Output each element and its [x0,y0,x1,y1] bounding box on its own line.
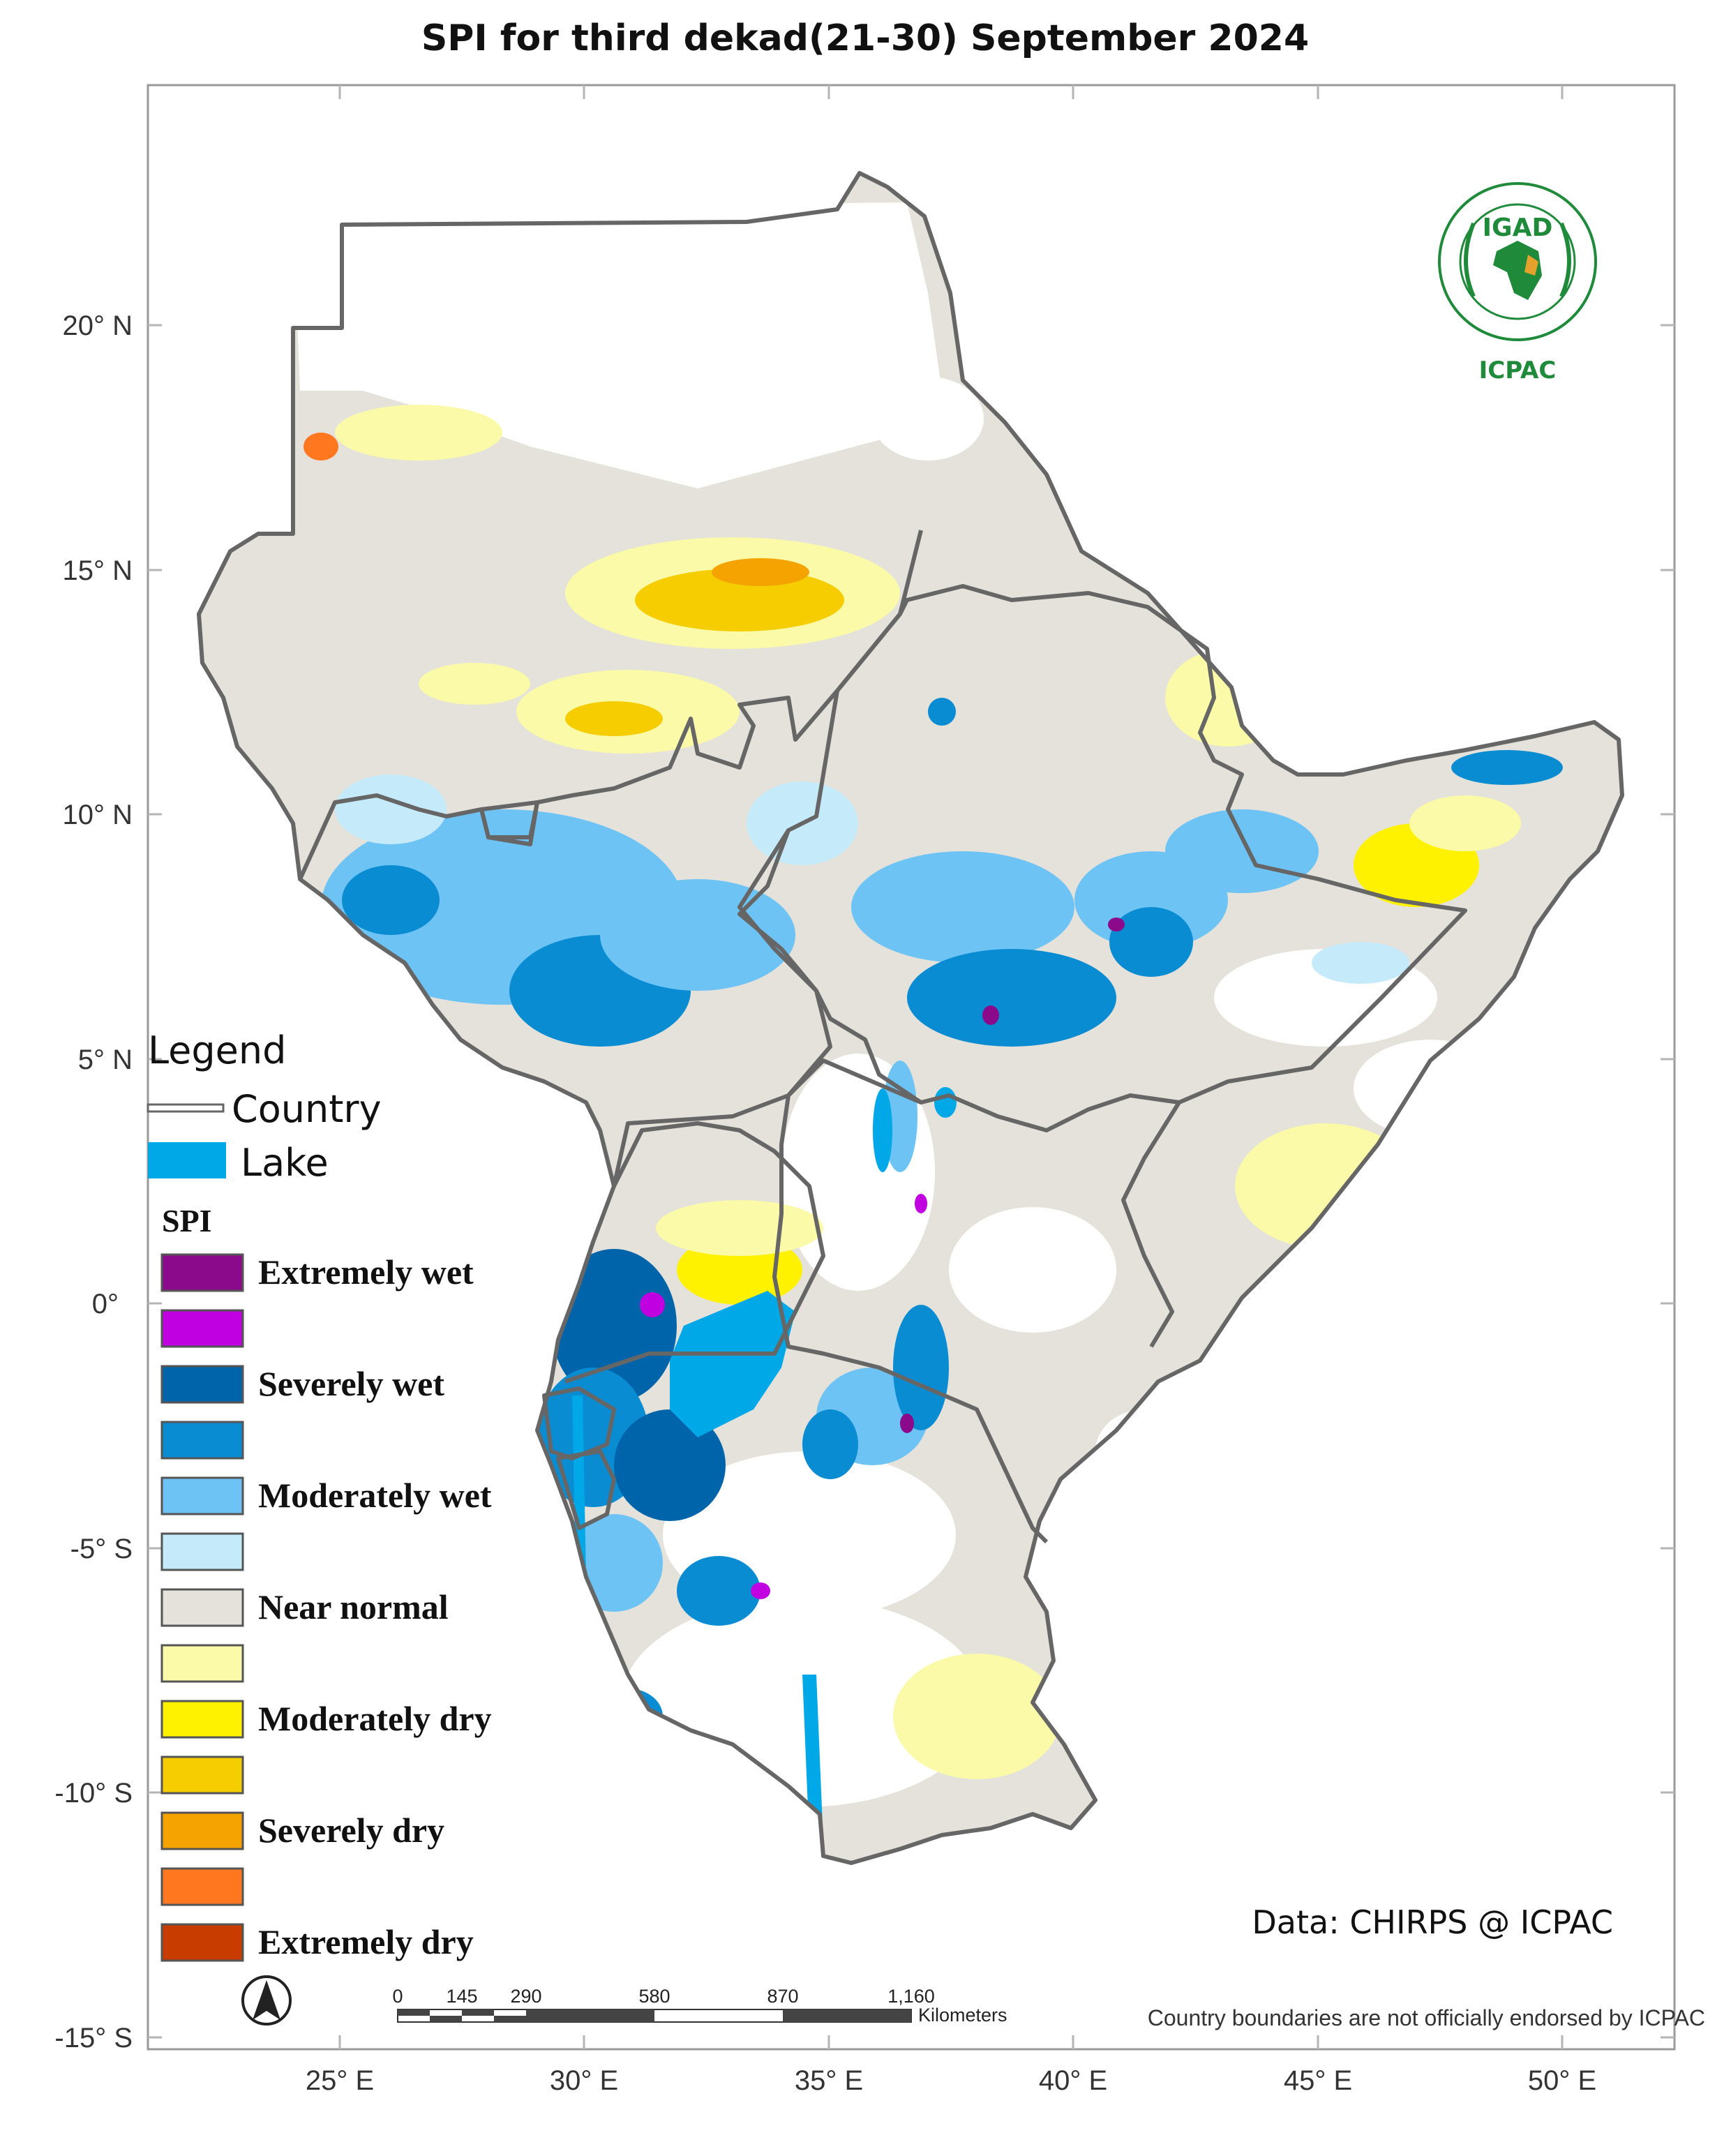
lon-label-35e: 35° E [795,2065,863,2096]
lat-label-5s: -5° S [70,1534,133,1564]
lat-label-10s: -10° S [54,1778,133,1809]
lat-label-15s: -15° S [54,2023,133,2053]
lat-label-0: 0° [92,1289,119,1319]
scale-bar: 0 145 290 580 870 1,160 Kilometers [392,1986,1007,2026]
legend-label-moderately-wet: Moderately wet [258,1476,492,1515]
lon-label-40e: 40° E [1039,2065,1107,2096]
logo-igad-text: IGAD [1483,214,1553,242]
lon-label-30e: 30° E [550,2065,618,2096]
lon-label-25e: 25° E [306,2065,374,2096]
legend-swatch-9 [160,1756,244,1795]
legend-country-label: Country [232,1087,382,1131]
legend-swatch-10 [160,1811,244,1850]
map-legend: Legend Country Lake SPI Extremely wet Sev… [147,1028,492,1962]
country-boundaries [197,171,1624,1865]
igad-icpac-logo: IGAD ICPAC [1438,182,1597,384]
legend-spi-heading: SPI [162,1203,212,1238]
legend-swatch-1 [160,1309,244,1348]
scale-tick-0: 0 [392,1986,403,2007]
legend-heading: Legend [148,1028,286,1072]
lon-label-50e: 50° E [1528,2065,1596,2096]
scale-tick-290: 290 [510,1986,541,2007]
legend-label-moderately-dry: Moderately dry [258,1699,492,1738]
legend-lake-swatch [148,1142,226,1178]
map-title: SPI for third dekad(21-30) September 202… [421,17,1309,59]
legend-swatch-6 [160,1588,244,1627]
legend-swatch-5 [160,1532,244,1571]
lon-label-45e: 45° E [1284,2065,1352,2096]
data-credit: Data: CHIRPS @ ICPAC [1252,1903,1613,1941]
legend-label-extremely-dry: Extremely dry [258,1922,474,1961]
boundary-disclaimer: Country boundaries are not officially en… [1148,2005,1705,2030]
legend-swatch-2 [160,1365,244,1404]
legend-swatch-4 [160,1476,244,1515]
legend-label-severely-wet: Severely wet [258,1364,444,1403]
legend-label-extremely-wet: Extremely wet [258,1252,474,1292]
legend-swatch-8 [160,1700,244,1739]
legend-swatch-0 [160,1253,244,1292]
graticule-ticks [148,85,1674,2049]
legend-lake-label: Lake [241,1141,329,1185]
logo-icpac-text: ICPAC [1479,357,1557,384]
north-arrow-icon [241,1975,292,2026]
legend-label-severely-dry: Severely dry [258,1811,444,1850]
scale-unit: Kilometers [918,2005,1007,2026]
legend-swatch-12 [160,1923,244,1962]
lat-label-5n: 5° N [78,1045,133,1075]
legend-spi-classes: Extremely wet Severely wet Moderately wet N… [160,1252,492,1962]
legend-swatch-3 [160,1421,244,1460]
lat-label-15n: 15° N [63,555,133,586]
scale-tick-870: 870 [767,1986,798,2007]
scale-tick-145: 145 [446,1986,477,2007]
scale-tick-580: 580 [638,1986,670,2007]
legend-swatch-7 [160,1644,244,1683]
lat-label-20n: 20° N [63,310,133,341]
lat-label-10n: 10° N [63,800,133,830]
longitude-labels: 25° E 30° E 35° E 40° E 45° E 50° E [306,2065,1596,2096]
legend-label-near-normal: Near normal [258,1587,449,1626]
latitude-labels: 20° N 15° N 10° N 5° N 0° -5° S -10° S -… [54,310,133,2053]
legend-swatch-11 [160,1867,244,1906]
scale-tick-1160: 1,160 [887,1986,935,2007]
legend-country-swatch [147,1103,225,1113]
